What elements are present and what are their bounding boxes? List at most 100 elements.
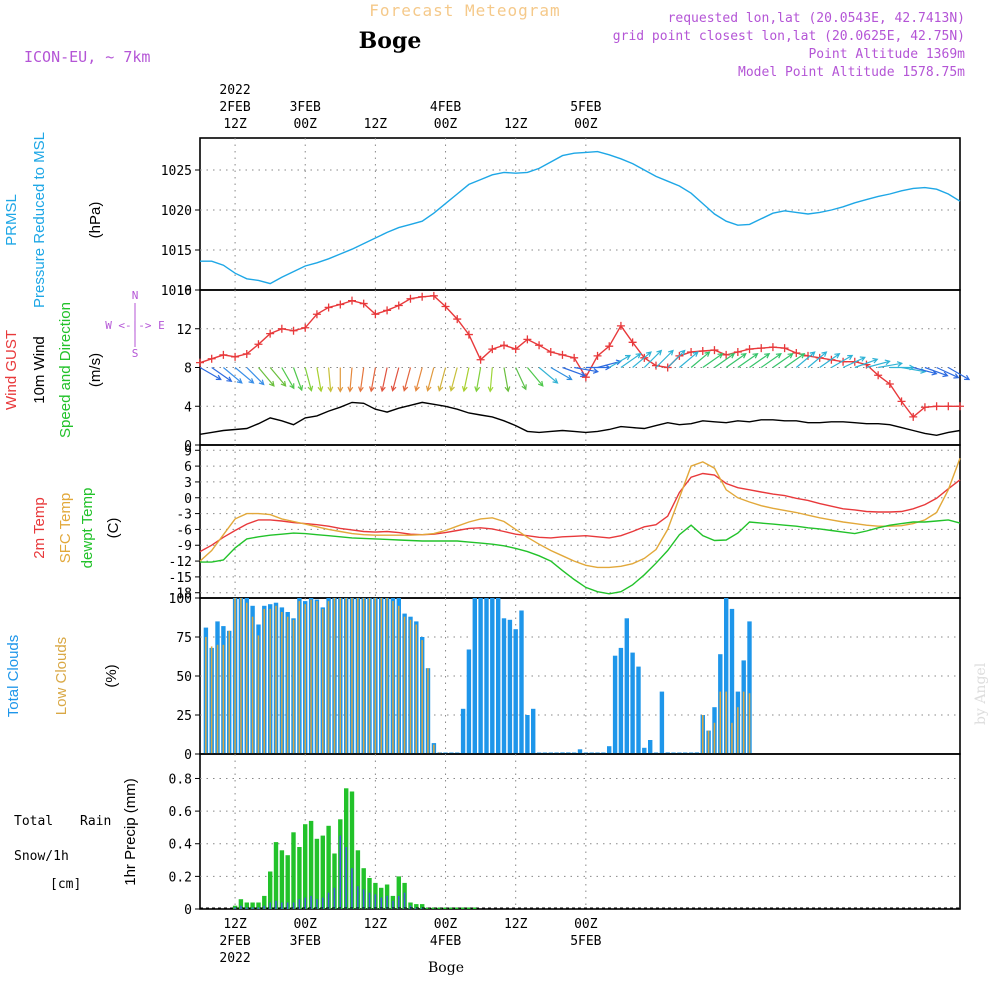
gust-marker	[663, 363, 672, 372]
bar-low-clouds	[310, 599, 312, 754]
wind-arrow	[211, 367, 233, 383]
gust-marker	[348, 296, 356, 305]
panel-frame	[199, 444, 961, 599]
bar-low-clouds	[263, 608, 265, 754]
bar-low-clouds	[351, 598, 353, 754]
bar-zero	[443, 907, 448, 909]
bar-total-clouds	[648, 740, 653, 754]
wind-arrow	[269, 367, 287, 387]
bar-total-rain	[396, 876, 401, 909]
bar-zero	[460, 907, 466, 909]
bar-snow-1h	[269, 902, 271, 909]
panel-frame	[199, 597, 961, 755]
bar-zero	[437, 907, 442, 909]
y-axis-label: 10m Wind	[31, 336, 48, 404]
bar-total-rain	[291, 832, 296, 909]
bar-total-clouds	[659, 691, 665, 754]
bar-total-clouds	[478, 598, 483, 754]
bar-total-rain	[303, 824, 308, 909]
bar-low-clouds	[322, 608, 324, 754]
wind-arrow	[913, 366, 938, 376]
bar-snow-1h	[386, 895, 388, 909]
bar-total-rain	[285, 855, 290, 909]
bar-low-clouds	[368, 598, 371, 754]
y-axis-label: Low Clouds	[53, 637, 70, 715]
wind-arrow	[854, 357, 879, 369]
bar-snow-1h	[240, 905, 242, 909]
y-tick-label: 0.2	[169, 870, 192, 885]
time-label-top: 4FEB	[430, 100, 461, 115]
gust-marker	[897, 397, 906, 406]
y-tick-label: -9	[176, 539, 192, 554]
y-tick-label: 0	[184, 492, 192, 507]
gridpoint-coords: grid point closest lon,lat (20.0625E, 42…	[613, 29, 965, 44]
bar-snow-1h	[403, 892, 406, 909]
bar-snow-1h	[327, 892, 330, 909]
bar-snow-1h	[339, 835, 341, 909]
bar-total-rain	[420, 904, 425, 909]
bar-total-clouds	[531, 708, 536, 754]
bar-total-clouds	[724, 598, 729, 754]
model-altitude: Model Point Altitude 1578.75m	[738, 65, 965, 80]
bar-total-clouds	[490, 598, 495, 754]
bar-low-clouds	[403, 616, 406, 754]
wind-arrow	[784, 352, 806, 368]
bar-snow-1h	[380, 897, 382, 909]
bar-snow-1h	[345, 847, 347, 909]
bar-snow-1h	[322, 897, 324, 909]
gust-marker	[581, 373, 590, 382]
gust-marker	[885, 379, 894, 388]
bar-total-rain	[232, 905, 238, 909]
wind-arrow	[281, 367, 295, 390]
wind-arrow	[390, 367, 400, 392]
bar-low-clouds	[392, 601, 394, 754]
y-tick-label: 0.8	[169, 772, 192, 787]
bar-snow-1h	[362, 889, 365, 909]
wind-arrow	[690, 351, 711, 368]
y-axis-label: Speed and Direction	[57, 302, 74, 438]
gust-marker	[242, 349, 251, 358]
time-label-bottom: 5FEB	[570, 934, 601, 949]
wind-arrow	[643, 349, 663, 368]
wind-arrow	[702, 352, 724, 368]
gust-marker	[546, 348, 555, 356]
y-tick-label: 0.6	[169, 805, 192, 820]
y-tick-label: 25	[176, 709, 192, 724]
time-label-top: 5FEB	[570, 100, 601, 115]
bar-snow-1h	[310, 895, 312, 909]
wind-arrow	[655, 349, 674, 368]
bar-total-rain	[314, 838, 320, 909]
bar-zero	[449, 907, 454, 909]
wind-arrow	[414, 367, 423, 392]
wind-arrow	[437, 367, 447, 392]
bar-snow-1h	[368, 892, 371, 909]
gust-marker	[277, 324, 286, 333]
wind-arrow	[679, 351, 699, 368]
bar-snow-1h	[286, 902, 289, 909]
bar-total-clouds	[624, 618, 629, 754]
wind-arrow	[878, 361, 904, 369]
wind-arrow	[304, 367, 314, 392]
bar-low-clouds	[281, 612, 283, 754]
bar-low-clouds	[246, 602, 248, 754]
gust-marker	[196, 358, 204, 367]
y-tick-label: -12	[169, 555, 192, 570]
y-tick-label: 1015	[161, 244, 192, 259]
watermark: by Angel	[973, 662, 989, 725]
y-tick-label: -3	[176, 508, 192, 523]
bar-low-clouds	[742, 691, 745, 754]
panel-precipitation: 0 0.2 0.4 0.6 0.8 Total Rain Snow/1h [cm] 1hr Pre…	[14, 753, 961, 918]
bar-snow-1h	[333, 887, 336, 909]
bar-total-rain	[268, 871, 273, 909]
bar-total-rain	[326, 825, 331, 909]
bar-low-clouds	[269, 608, 271, 754]
gust-marker	[944, 402, 953, 411]
precip-label-rain: Rain	[80, 814, 111, 829]
wind-arrow	[807, 351, 828, 368]
bar-low-clouds	[386, 598, 388, 754]
bar-total-rain	[250, 902, 255, 909]
compass-n: N	[132, 289, 139, 302]
y-tick-label: 8	[184, 362, 192, 377]
wind-arrow	[714, 352, 736, 368]
